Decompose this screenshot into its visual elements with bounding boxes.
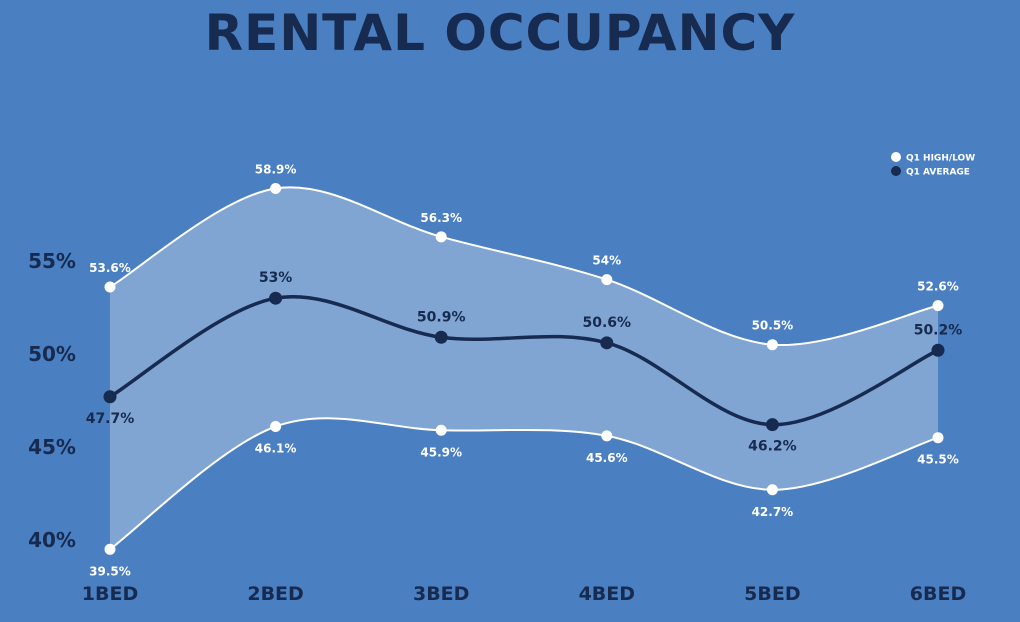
x-tick-label: 6BED <box>910 583 966 605</box>
high-value-label: 53.6% <box>89 261 131 275</box>
high-point-4bed <box>601 274 613 286</box>
low-value-label: 45.5% <box>917 453 959 467</box>
average-value-label: 50.2% <box>914 322 963 338</box>
x-tick-label: 1BED <box>82 583 138 605</box>
high-value-label: 50.5% <box>752 319 794 333</box>
low-point-4bed <box>601 430 613 442</box>
low-value-label: 39.5% <box>89 564 131 578</box>
low-point-2bed <box>270 421 282 433</box>
high-value-label: 56.3% <box>420 211 462 225</box>
low-line <box>109 417 939 551</box>
average-value-label: 46.2% <box>748 439 797 455</box>
high-point-5bed <box>766 339 778 351</box>
low-value-label: 42.7% <box>752 505 794 519</box>
low-point-1bed <box>104 543 116 555</box>
average-value-label: 50.9% <box>417 309 466 325</box>
average-point-6bed <box>931 343 945 357</box>
high-point-2bed <box>270 182 282 194</box>
low-value-label: 45.6% <box>586 451 628 465</box>
average-point-1bed <box>103 390 117 404</box>
high-point-1bed <box>104 281 116 293</box>
high-point-6bed <box>932 300 944 312</box>
y-tick-label: 50% <box>28 342 76 366</box>
low-point-3bed <box>435 424 447 436</box>
low-point-6bed <box>932 432 944 444</box>
low-value-label: 45.9% <box>420 445 462 459</box>
average-value-label: 53% <box>259 270 293 286</box>
high-line <box>109 186 939 347</box>
high-low-band <box>110 187 938 550</box>
legend-label: Q1 HIGH/LOW <box>906 154 975 164</box>
chart-title: RENTAL OCCUPANCY <box>204 4 796 62</box>
y-tick-label: 55% <box>28 249 76 273</box>
y-tick-label: 45% <box>28 435 76 459</box>
average-point-4bed <box>600 336 614 350</box>
average-value-label: 47.7% <box>86 411 135 427</box>
x-tick-label: 3BED <box>413 583 469 605</box>
high-point-3bed <box>435 231 447 243</box>
average-point-5bed <box>765 418 779 432</box>
x-tick-label: 4BED <box>579 583 635 605</box>
low-value-label: 46.1% <box>255 442 297 456</box>
average-point-2bed <box>269 291 283 305</box>
x-tick-label: 2BED <box>247 583 303 605</box>
average-value-label: 50.6% <box>583 315 632 331</box>
average-point-3bed <box>434 330 448 344</box>
legend-marker-1 <box>891 166 901 176</box>
low-point-5bed <box>766 484 778 496</box>
high-value-label: 58.9% <box>255 162 297 176</box>
y-tick-label: 40% <box>28 528 76 552</box>
x-tick-label: 5BED <box>744 583 800 605</box>
high-value-label: 54% <box>592 254 621 268</box>
high-value-label: 52.6% <box>917 280 959 294</box>
legend-marker-0 <box>891 152 901 162</box>
legend-label: Q1 AVERAGE <box>906 168 970 178</box>
average-line <box>109 295 939 427</box>
